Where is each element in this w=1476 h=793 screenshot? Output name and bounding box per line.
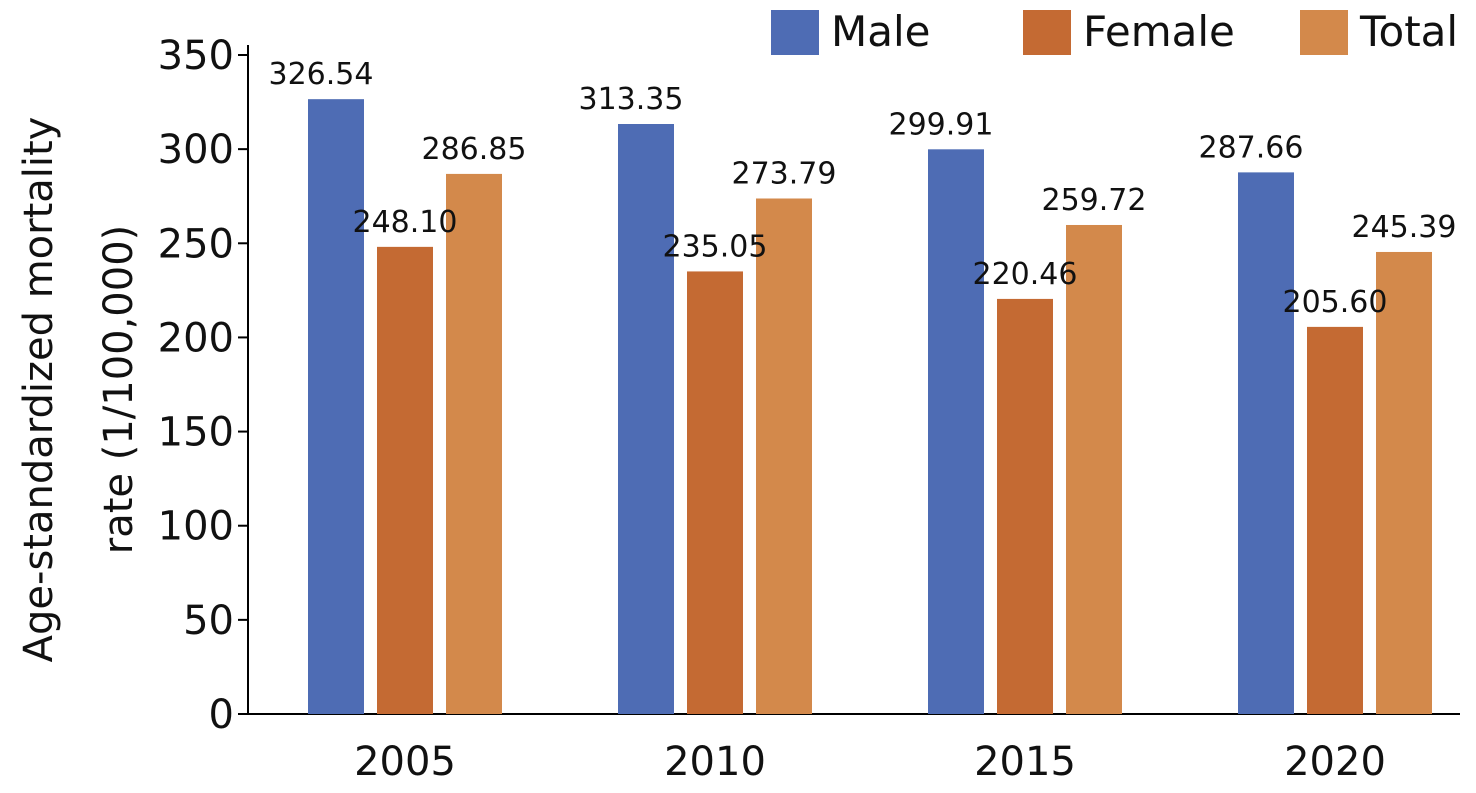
bar-total-2015 bbox=[1066, 224, 1122, 714]
bar-male-2015 bbox=[928, 149, 984, 714]
x-tick-label: 2015 bbox=[974, 739, 1076, 785]
bar-female-2015 bbox=[997, 298, 1053, 714]
data-label-total-2015: 259.72 bbox=[1042, 183, 1147, 218]
bar-female-2010 bbox=[687, 271, 743, 714]
data-label-total-2005: 286.85 bbox=[422, 132, 527, 167]
y-tick-label: 0 bbox=[209, 692, 234, 738]
data-label-total-2010: 273.79 bbox=[732, 156, 837, 191]
data-label-female-2005: 248.10 bbox=[353, 205, 458, 240]
y-tick-label: 150 bbox=[158, 410, 234, 456]
y-tick-label: 350 bbox=[158, 33, 234, 79]
data-label-female-2020: 205.60 bbox=[1283, 285, 1388, 320]
bars-group bbox=[308, 99, 1432, 715]
data-label-female-2015: 220.46 bbox=[973, 257, 1078, 292]
legend-label-total: Total bbox=[1359, 7, 1458, 56]
bar-male-2020 bbox=[1238, 172, 1294, 714]
data-label-male-2005: 326.54 bbox=[269, 57, 374, 92]
bar-total-2010 bbox=[756, 198, 812, 714]
bar-total-2020 bbox=[1376, 251, 1432, 714]
x-tick-label: 2010 bbox=[664, 739, 766, 785]
y-axis: 0 50 100 150 200 250 300 350 bbox=[158, 33, 249, 738]
y-tick-label: 300 bbox=[158, 127, 234, 173]
data-label-total-2020: 245.39 bbox=[1352, 210, 1457, 245]
legend-swatch-male bbox=[771, 10, 819, 55]
legend-swatch-total bbox=[1300, 10, 1348, 55]
legend-swatch-female bbox=[1023, 10, 1071, 55]
legend-label-female: Female bbox=[1083, 7, 1235, 56]
y-axis-title: Age-standardized mortality rate (1/100,00… bbox=[16, 117, 142, 663]
legend-label-male: Male bbox=[831, 7, 930, 56]
data-labels-group: 326.54 248.10 286.85 313.35 235.05 273.79 299.… bbox=[269, 57, 1457, 320]
bar-male-2005 bbox=[308, 99, 364, 715]
bar-male-2010 bbox=[618, 124, 674, 714]
data-label-female-2010: 235.05 bbox=[663, 229, 768, 264]
x-tick-label: 2005 bbox=[354, 739, 456, 785]
legend: Male Female Total bbox=[771, 7, 1458, 56]
data-label-male-2015: 299.91 bbox=[889, 107, 994, 142]
y-axis-title-line: Age-standardized mortality bbox=[16, 117, 62, 663]
bar-female-2005 bbox=[377, 246, 433, 714]
x-axis: 2005 2010 2015 2020 bbox=[248, 713, 1460, 785]
bar-total-2005 bbox=[446, 173, 502, 714]
x-tick-label: 2020 bbox=[1284, 739, 1386, 785]
data-label-male-2010: 313.35 bbox=[579, 82, 684, 117]
y-tick-label: 250 bbox=[158, 221, 234, 267]
data-label-male-2020: 287.66 bbox=[1199, 130, 1304, 165]
bar-female-2020 bbox=[1307, 326, 1363, 714]
y-tick-label: 50 bbox=[183, 598, 234, 644]
y-axis-title-line: rate (1/100,000) bbox=[96, 225, 142, 555]
y-tick-label: 100 bbox=[158, 504, 234, 550]
y-tick-label: 200 bbox=[158, 315, 234, 361]
